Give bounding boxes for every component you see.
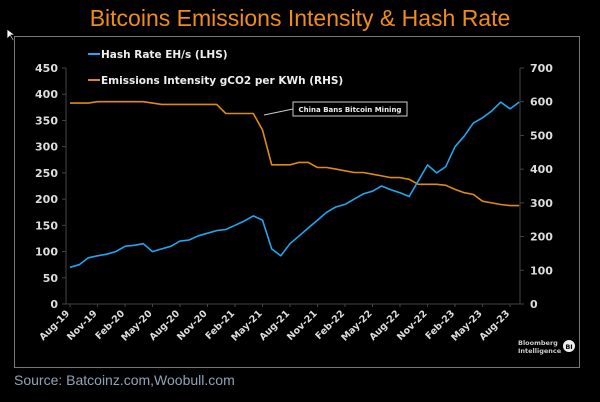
chart-frame (14, 36, 580, 368)
brand-line1: Bloomberg (518, 339, 558, 347)
bi-badge-icon (563, 340, 575, 352)
right-tick-label: 600 (530, 96, 553, 109)
right-tick-label: 700 (530, 62, 553, 75)
annotation-pointer (263, 108, 294, 116)
source-note: Source: Batcoinz.com,Woobull.com (14, 372, 235, 388)
right-tick-label: 0 (530, 298, 538, 311)
right-tick-label: 200 (530, 231, 553, 244)
left-tick-label: 350 (35, 114, 58, 127)
legend-label-emissions: Emissions Intensity gCO2 per KWh (RHS) (101, 75, 343, 87)
right-tick-label: 100 (530, 264, 553, 277)
x-tick-label: Nov-22 (395, 308, 430, 343)
left-tick-label: 300 (35, 141, 58, 154)
x-tick-label: Nov-19 (65, 308, 100, 343)
annotation-text: China Bans Bitcoin Mining (299, 106, 402, 114)
emissions-intensity-line (70, 100, 520, 207)
right-tick-label: 400 (530, 163, 553, 176)
mouse-cursor-icon (6, 28, 16, 42)
left-tick-label: 50 (43, 272, 59, 285)
left-tick-label: 100 (35, 246, 58, 259)
legend: Hash Rate EH/s (LHS) Emissions Intensity… (88, 49, 343, 87)
x-tick-label: Nov-21 (285, 308, 320, 343)
chart-title: Bitcoins Emissions Intensity & Hash Rate (89, 5, 511, 31)
annotation: China Bans Bitcoin Mining (263, 101, 408, 117)
left-tick-label: 450 (35, 62, 58, 75)
brand-line2: Intelligence (518, 347, 562, 355)
bloomberg-logo: Bloomberg Intelligence BI (518, 339, 575, 355)
annotation-box (292, 101, 408, 117)
bi-badge-text: BI (565, 343, 572, 351)
x-tick-label: Nov-20 (175, 308, 210, 343)
hash-rate-line (69, 101, 520, 269)
right-tick-label: 500 (530, 129, 553, 142)
left-tick-label: 150 (35, 219, 58, 232)
x-tick-label: Aug-23 (477, 308, 512, 343)
left-tick-label: 200 (35, 193, 58, 206)
left-tick-label: 250 (35, 167, 58, 180)
legend-label-hash: Hash Rate EH/s (LHS) (101, 49, 228, 61)
left-tick-label: 0 (50, 298, 58, 311)
right-tick-label: 300 (530, 197, 553, 210)
left-tick-label: 400 (35, 88, 58, 101)
